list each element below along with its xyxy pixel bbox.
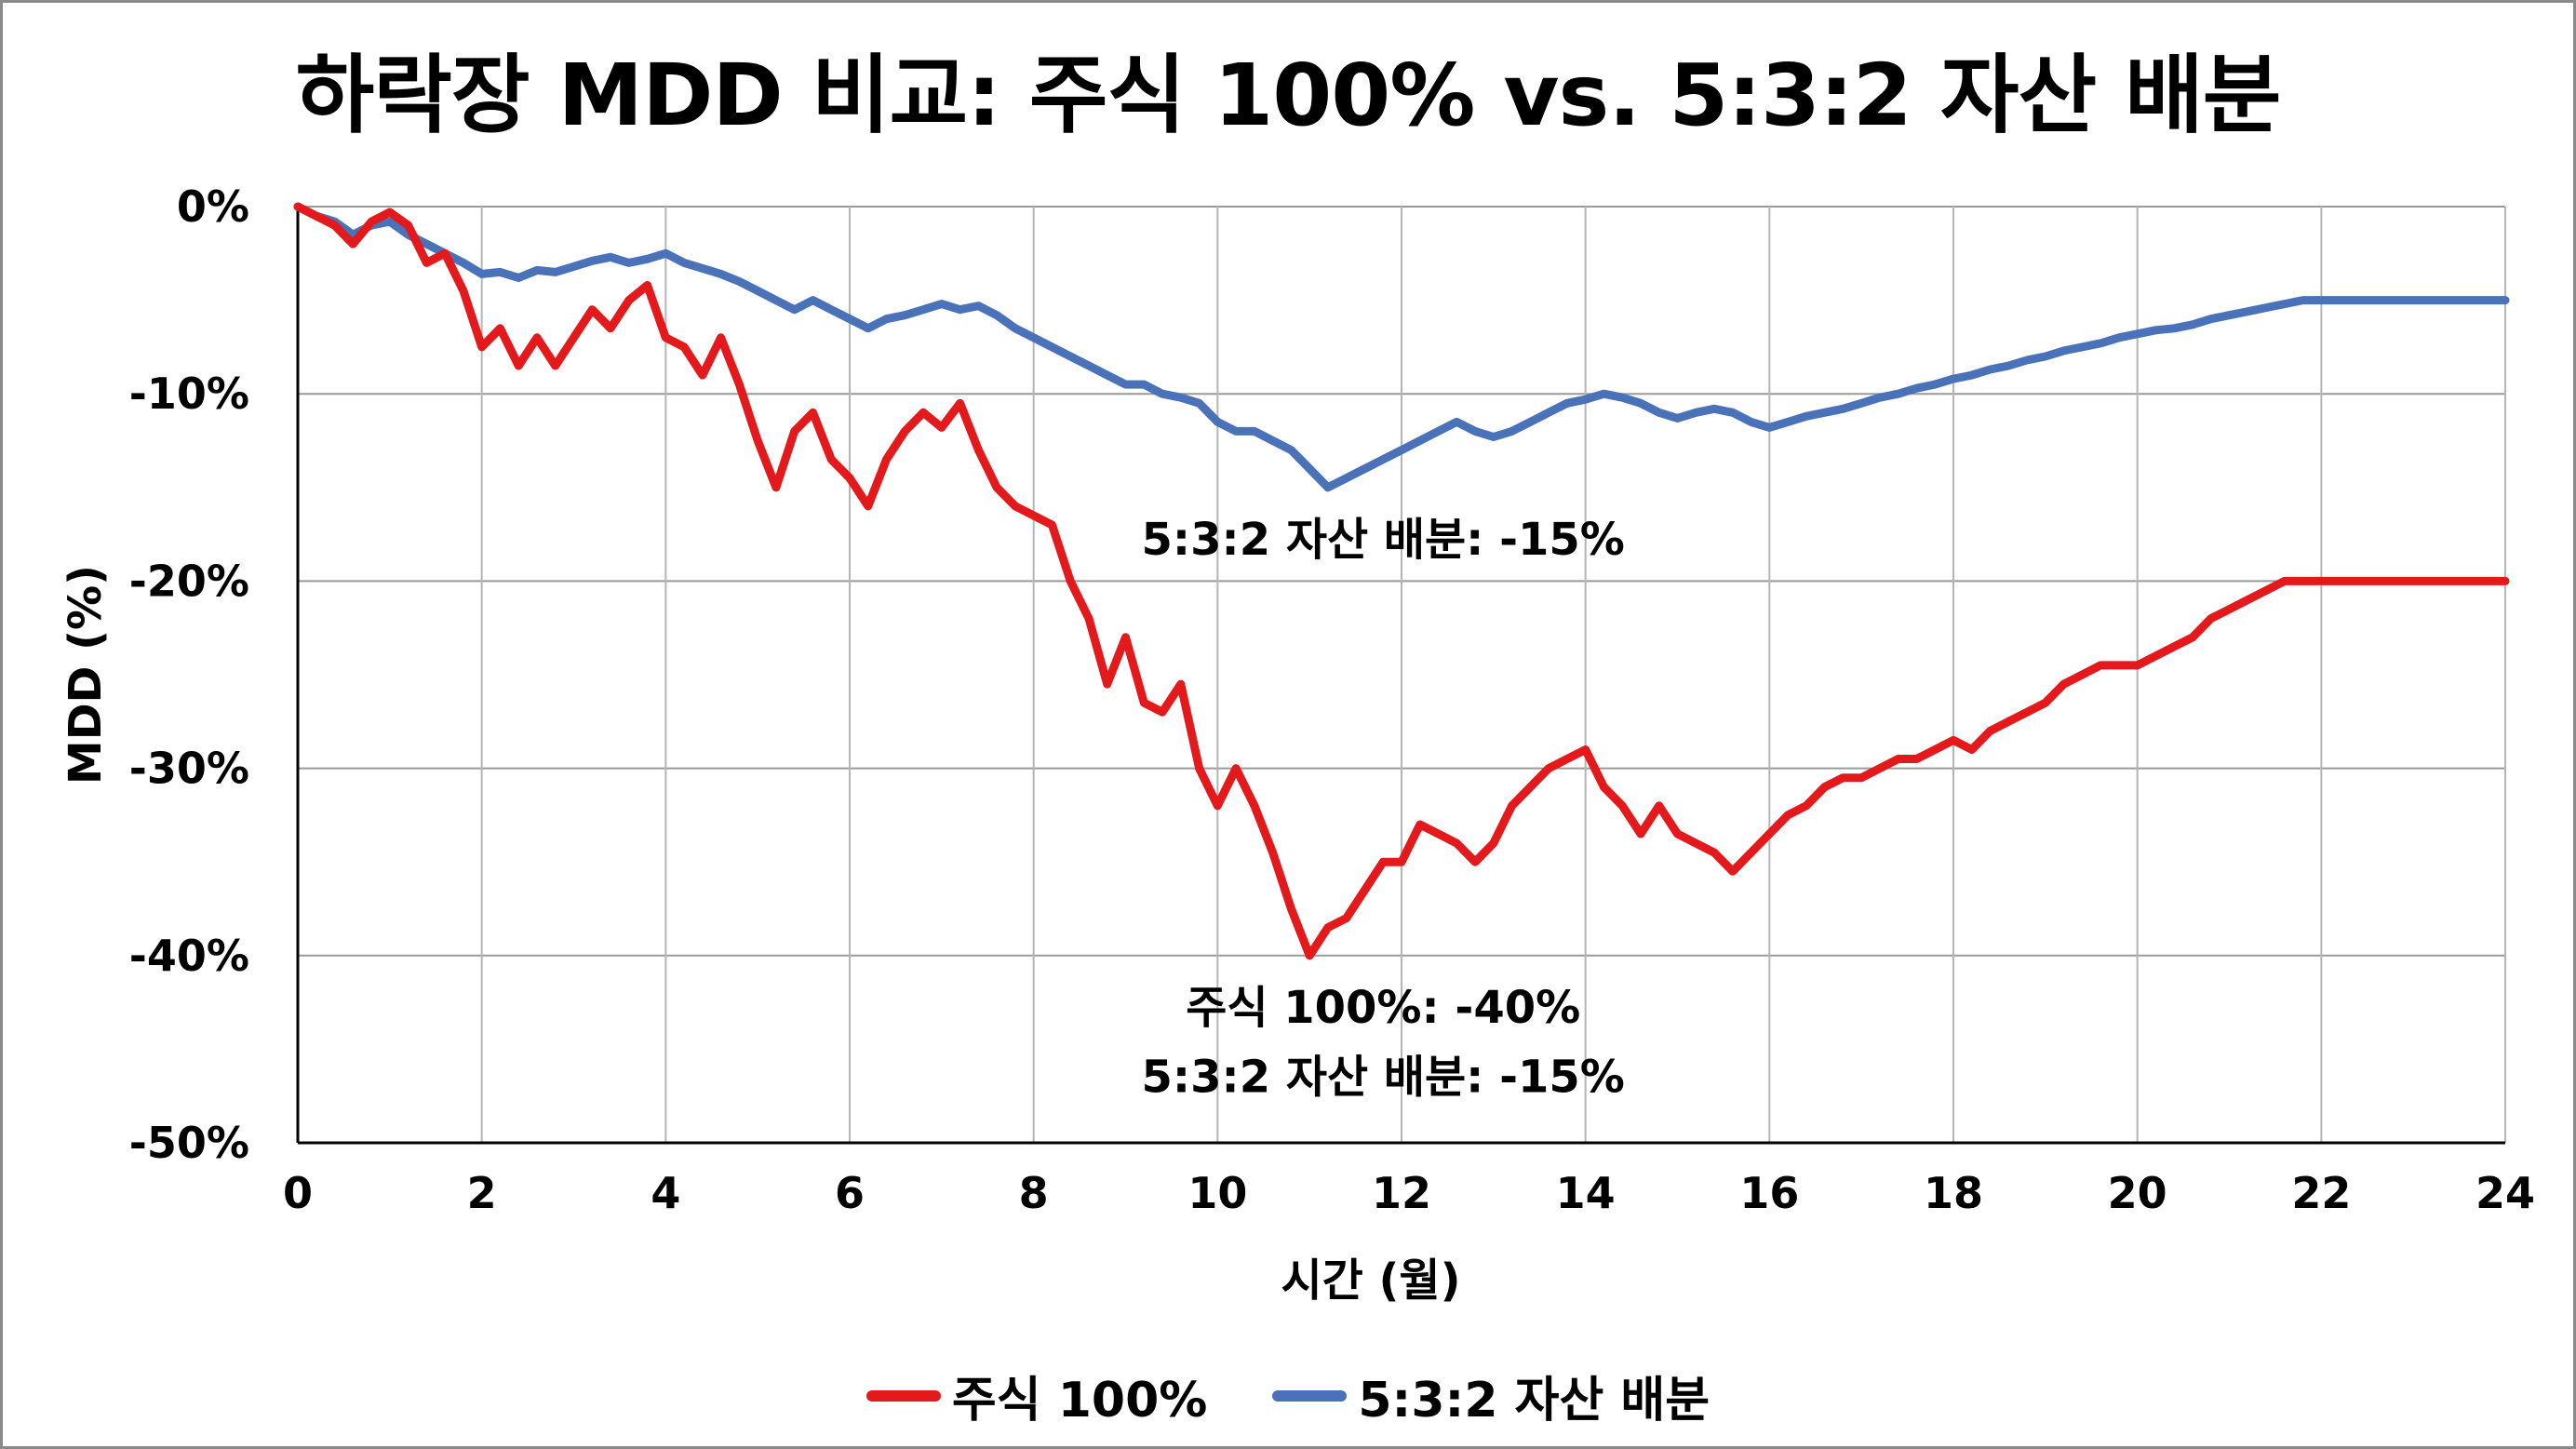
annotation-label: 5:3:2 자산 배분: -15% (1142, 1052, 1625, 1104)
legend-swatch-allocation (1272, 1389, 1348, 1402)
x-tick-label: 14 (1556, 1168, 1616, 1218)
x-tick-label: 16 (1739, 1168, 1799, 1218)
x-tick-label: 4 (651, 1168, 680, 1218)
x-tick-label: 6 (835, 1168, 865, 1218)
y-tick-labels: 0% -10% -20% -30% -40% -50% (129, 181, 249, 1168)
x-tick-label: 18 (1924, 1168, 1983, 1218)
series-line-allocation (293, 202, 2510, 492)
y-tick-label: 0% (177, 181, 249, 232)
legend-label-allocation: 5:3:2 자산 배분 (1358, 1373, 1711, 1429)
x-tick-labels: 0 2 4 6 8 10 12 14 16 18 20 22 24 (283, 1168, 2535, 1218)
legend-swatch-stocks (865, 1389, 941, 1402)
x-tick-label: 0 (283, 1168, 313, 1218)
series-lines (293, 202, 2510, 960)
series-line-stocks (293, 202, 2510, 960)
x-tick-label: 8 (1019, 1168, 1049, 1218)
legend-item-allocation: 5:3:2 자산 배분 (1272, 1361, 1710, 1430)
x-tick-label: 10 (1187, 1168, 1247, 1218)
y-tick-label: -30% (129, 744, 249, 794)
annotation-label: 5:3:2 자산 배분: -15% (1142, 514, 1625, 566)
x-tick-label: 12 (1372, 1168, 1431, 1218)
x-tick-label: 24 (2475, 1168, 2535, 1218)
x-axis-label: 시간 (월) (1281, 1254, 1460, 1307)
grid-lines (296, 206, 2506, 1145)
x-tick-label: 2 (467, 1168, 497, 1218)
annotations: 5:3:2 자산 배분: -15% 주식 100%: -40% 5:3:2 자산 배… (1142, 514, 1625, 1103)
legend-label-stocks: 주식 100% (951, 1373, 1208, 1429)
y-tick-label: -50% (129, 1118, 249, 1168)
y-tick-label: -10% (129, 369, 249, 419)
x-tick-label: 22 (2291, 1168, 2351, 1218)
y-tick-label: -20% (129, 556, 249, 606)
legend-item-stocks: 주식 100% (865, 1361, 1208, 1430)
y-axis-label: MDD (%) (60, 565, 112, 785)
annotation-label: 주식 100%: -40% (1186, 982, 1580, 1034)
legend: 주식 100% 5:3:2 자산 배분 (0, 1361, 2576, 1430)
y-tick-label: -40% (129, 931, 249, 981)
chart-title: 하락장 MDD 비교: 주식 100% vs. 5:3:2 자산 배분 (295, 46, 2282, 145)
x-tick-label: 20 (2108, 1168, 2167, 1218)
